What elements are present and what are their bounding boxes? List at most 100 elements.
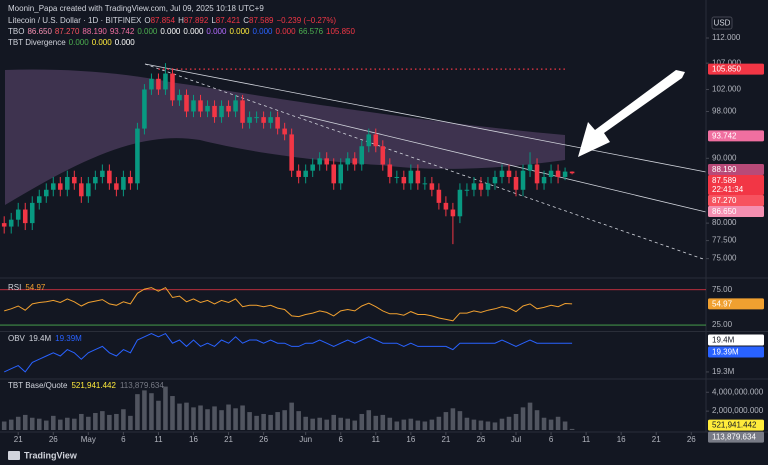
volume-bar bbox=[170, 396, 175, 430]
divergence-name: TBT Divergence bbox=[8, 38, 66, 47]
candle-body bbox=[569, 171, 575, 174]
volume-bar bbox=[352, 420, 358, 430]
candle-body bbox=[43, 189, 49, 197]
volume-bar bbox=[324, 419, 329, 430]
volume-bar bbox=[93, 413, 98, 430]
x-tick-label: 21 bbox=[224, 435, 233, 444]
pane-legend-value: 113,879.634 bbox=[120, 381, 164, 390]
candle-body bbox=[422, 183, 428, 185]
logo bbox=[8, 451, 20, 460]
ohlc-value: 87.892 bbox=[183, 16, 209, 25]
volume-bar bbox=[156, 400, 161, 430]
price-badge-label: 86.650 bbox=[712, 207, 737, 216]
volume-bar bbox=[282, 410, 287, 430]
volume-bar bbox=[548, 419, 554, 430]
volume-bar bbox=[380, 414, 386, 430]
pane-title: OBV bbox=[8, 334, 26, 343]
volume-bar bbox=[296, 411, 301, 430]
volume-bar bbox=[401, 419, 407, 430]
volume-bar bbox=[184, 402, 189, 430]
volume-bar bbox=[135, 394, 140, 430]
x-tick-label: 26 bbox=[476, 435, 485, 444]
volume-bar bbox=[29, 417, 35, 430]
volume-bar bbox=[1, 421, 7, 430]
divergence-value: 0.000 bbox=[91, 38, 112, 47]
volume-bar bbox=[457, 411, 463, 430]
candle-body bbox=[268, 117, 273, 123]
volume-bar bbox=[177, 403, 182, 430]
candle-body bbox=[541, 176, 547, 184]
pane-legend-value: 54.97 bbox=[25, 283, 46, 292]
tbo-value: 66.576 bbox=[298, 27, 324, 36]
x-tick-label: 11 bbox=[154, 435, 163, 444]
candle-body bbox=[198, 100, 203, 112]
candle-body bbox=[51, 183, 56, 190]
footer-brand: TradingView bbox=[24, 450, 78, 460]
candle-body bbox=[29, 202, 35, 224]
volume-bar bbox=[149, 393, 154, 430]
candle-body bbox=[317, 158, 322, 165]
y-tick-label: 77.500 bbox=[712, 236, 737, 245]
volume-bar bbox=[415, 420, 421, 430]
candle-body bbox=[478, 183, 484, 190]
volume-bar bbox=[128, 415, 133, 430]
volume-bar bbox=[107, 414, 112, 430]
volume-bar bbox=[345, 418, 351, 430]
y-tick-label: 80.000 bbox=[712, 218, 737, 227]
x-tick-label: 11 bbox=[582, 435, 591, 444]
candle-body bbox=[100, 170, 105, 177]
candle-body bbox=[22, 209, 28, 224]
volume-bar bbox=[527, 402, 533, 430]
y-tick-label: 19.3M bbox=[712, 367, 735, 376]
volume-bar bbox=[8, 419, 14, 430]
divergence-value: 0.000 bbox=[114, 38, 135, 47]
candle-body bbox=[555, 170, 561, 177]
volume-bar bbox=[520, 407, 526, 430]
price-badge-countdown: 22:41:34 bbox=[712, 185, 744, 194]
candle-body bbox=[387, 164, 393, 177]
candle-body bbox=[282, 128, 287, 135]
candle-body bbox=[233, 100, 238, 112]
tbo-value: 0.000 bbox=[252, 27, 273, 36]
volume-bar bbox=[43, 420, 49, 430]
candle-body bbox=[464, 189, 470, 191]
tbo-value: 0.000 bbox=[206, 27, 227, 36]
volume-bar bbox=[443, 412, 449, 430]
y-tick-label: 112.000 bbox=[712, 33, 741, 42]
ohlc-key: O bbox=[144, 16, 151, 25]
x-tick-label: 26 bbox=[687, 435, 696, 444]
candle-body bbox=[373, 134, 379, 147]
price-badge bbox=[708, 206, 764, 218]
x-tick-label: 6 bbox=[549, 435, 554, 444]
candle-body bbox=[289, 134, 294, 171]
volume-bar bbox=[422, 421, 428, 430]
volume-bar bbox=[569, 428, 575, 430]
price-badge-label: 54.97 bbox=[712, 300, 733, 309]
indicator-line bbox=[4, 286, 573, 322]
volume-bar bbox=[72, 418, 77, 430]
trendline bbox=[299, 114, 707, 213]
volume-bar bbox=[51, 415, 56, 430]
x-tick-label: 21 bbox=[441, 435, 450, 444]
change: −0.239 (−0.27%) bbox=[276, 16, 337, 25]
volume-bar bbox=[275, 412, 280, 430]
candle-body bbox=[177, 94, 182, 101]
candle-body bbox=[36, 196, 42, 203]
indicator-line bbox=[3, 332, 573, 373]
candle-body bbox=[324, 158, 329, 165]
candle-body bbox=[436, 189, 442, 203]
candle-body bbox=[107, 170, 112, 184]
y-tick-label: 98.000 bbox=[712, 107, 737, 116]
ohlc-key: C bbox=[243, 16, 250, 25]
candle-body bbox=[135, 128, 140, 184]
price-badge bbox=[708, 419, 764, 431]
volume-bar bbox=[506, 416, 512, 430]
candle-body bbox=[394, 176, 400, 178]
tbo-value: 0.000 bbox=[229, 27, 250, 36]
candle-body bbox=[93, 176, 98, 184]
candle-body bbox=[513, 176, 519, 190]
author-line: Moonin_Papa created with TradingView.com… bbox=[8, 4, 267, 14]
volume-bar bbox=[471, 419, 477, 430]
candle-body bbox=[261, 117, 266, 123]
